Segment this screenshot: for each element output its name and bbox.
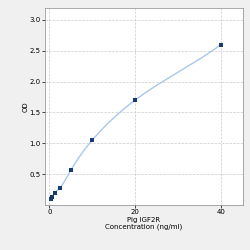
Point [58, 186, 62, 190]
Point [53, 191, 57, 195]
Point [69, 168, 73, 172]
Y-axis label: OD: OD [22, 101, 28, 112]
X-axis label: Pig IGF2R
Concentration (ng/ml): Pig IGF2R Concentration (ng/ml) [105, 216, 182, 230]
Point [50, 195, 54, 199]
Point [219, 42, 223, 46]
Point [49, 196, 53, 200]
Point [133, 98, 137, 102]
Point [90, 138, 94, 142]
